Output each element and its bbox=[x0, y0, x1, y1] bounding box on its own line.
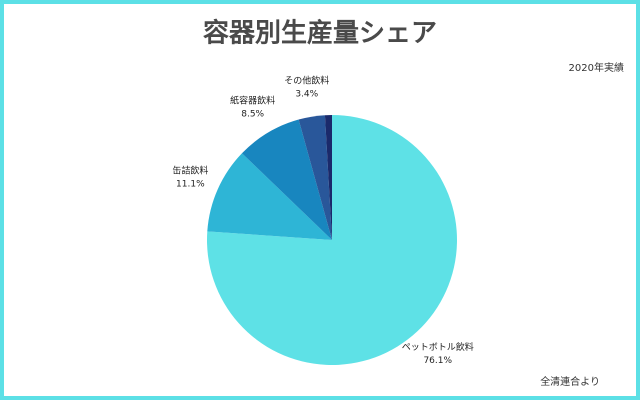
slice-value-label: 3.4% bbox=[295, 90, 318, 100]
pie-slice bbox=[207, 153, 332, 240]
pie-slice bbox=[206, 115, 457, 366]
chart-title: 容器別生産量シェア bbox=[203, 18, 437, 49]
source: 全清連合より bbox=[540, 375, 600, 388]
slice-value-label: 76.1% bbox=[423, 356, 452, 366]
pie-slice bbox=[241, 119, 332, 240]
chart: 容器別生産量シェア 2020年実績 全清連合より ペットボトル飲料 76.1% 缶詰… bbox=[172, 18, 624, 389]
pie-slice bbox=[324, 115, 332, 240]
slice-label: 紙容器飲料 bbox=[230, 94, 275, 106]
slice-value-label: 11.1% bbox=[176, 180, 205, 190]
subtitle: 2020年実績 bbox=[569, 61, 624, 74]
slice-label: ペットボトル飲料 bbox=[402, 341, 474, 353]
slice-label: その他飲料 bbox=[284, 75, 329, 87]
pie-slice bbox=[298, 115, 332, 240]
slice-value-label: 8.5% bbox=[241, 109, 264, 119]
slice-label: 缶詰飲料 bbox=[172, 165, 208, 177]
